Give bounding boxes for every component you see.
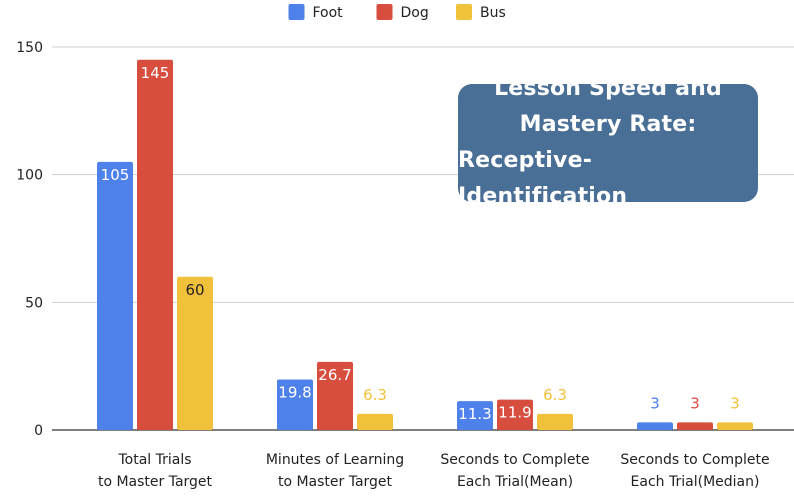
bar [177,276,213,430]
data-label: 3 [650,394,660,412]
y-tick-label: 150 [16,40,43,56]
data-label: 60 [185,281,204,299]
chart-title-box: Lesson Speed and Mastery Rate: Receptive… [458,76,758,209]
y-tick-label: 100 [16,168,43,184]
legend-swatch [456,4,472,20]
bar [317,361,353,430]
bar [457,401,493,430]
chart-title-line-1: Lesson Speed and [494,76,722,101]
data-label: 3 [730,394,740,412]
legend-label: Bus [480,5,506,21]
legend-label: Dog [401,5,429,21]
x-tick-label: Seconds to Complete [620,452,769,468]
bar [497,399,533,430]
data-label: 105 [101,166,130,184]
y-tick-label: 0 [34,423,43,439]
data-label: 6.3 [363,386,387,404]
data-label: 11.9 [498,404,531,422]
y-tick-label: 50 [25,295,43,311]
data-label: 19.8 [278,383,311,401]
x-tick-label: to Master Target [278,474,393,490]
data-label: 3 [690,394,700,412]
bar [637,422,673,430]
bar [537,413,573,430]
x-tick-label: to Master Target [98,474,213,490]
bar [97,161,133,430]
bar [717,422,753,430]
data-label: 26.7 [318,366,351,384]
legend-swatch [288,4,305,20]
chart-title-line-3: Receptive-Identification [458,148,628,209]
x-tick-label: Seconds to Complete [440,452,589,468]
bar [137,59,173,431]
x-tick-label: Each Trial(Median) [631,474,760,490]
chart-title-line-2: Mastery Rate: [519,112,697,137]
data-label: 145 [141,64,170,82]
x-tick-label: Each Trial(Mean) [457,474,573,490]
x-tick-label: Minutes of Learning [266,452,404,468]
x-tick-label: Total Trials [117,452,191,468]
bar [357,413,393,430]
bar [677,422,713,430]
data-label: 11.3 [458,405,491,423]
legend-label: Foot [313,5,344,21]
data-label: 6.3 [543,386,567,404]
legend-swatch [376,4,393,20]
bar [277,379,313,430]
